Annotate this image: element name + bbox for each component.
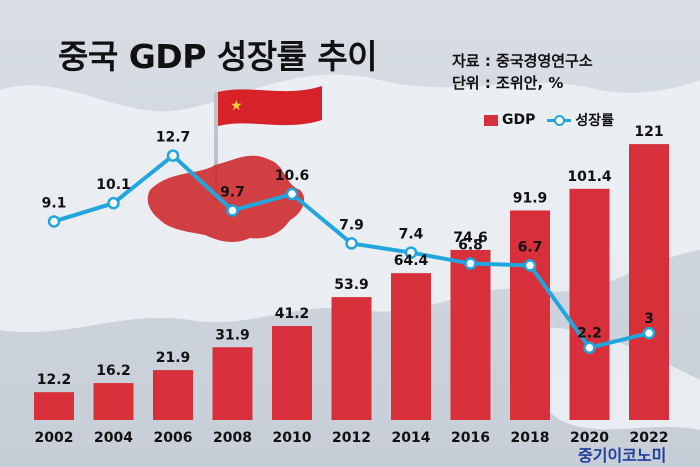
gdp-value-label-2012: 53.9	[334, 277, 369, 293]
x-tick-label-2004: 2004	[94, 430, 133, 446]
gdp-value-label-2016: 74.6	[453, 230, 488, 246]
growth-point-2002	[47, 215, 61, 228]
growth-value-label-2016: 6.8	[458, 238, 483, 254]
x-tick-label-2018: 2018	[511, 430, 550, 446]
growth-point-2022	[642, 326, 656, 340]
x-tick-label-2014: 2014	[392, 430, 431, 446]
growth-value-label-2002: 9.1	[42, 195, 67, 211]
chart-title: 중국 GDP 성장률 추이	[58, 37, 378, 76]
growth-value-label-2018: 6.7	[518, 239, 543, 255]
source-line: 자료 : 중국경영연구소	[452, 52, 593, 70]
growth-value-label-2014: 7.4	[399, 227, 424, 243]
growth-point-2018	[523, 259, 537, 272]
brand-logo: 중기이코노미	[578, 446, 667, 465]
gdp-bar-2012	[331, 297, 372, 420]
legend-gdp-swatch	[484, 114, 498, 126]
gdp-value-label-2022: 121	[634, 124, 663, 140]
x-tick-label-2016: 2016	[451, 430, 490, 446]
x-tick-label-2006: 2006	[154, 430, 193, 446]
gdp-bar-2002	[34, 392, 74, 420]
growth-value-label-2022: 3	[644, 311, 654, 327]
gdp-bar-2020	[569, 188, 610, 420]
growth-value-label-2008: 9.7	[220, 184, 245, 200]
growth-point-2016	[464, 257, 477, 270]
growth-point-2004	[107, 196, 120, 210]
growth-value-label-2010: 10.6	[275, 168, 310, 184]
gdp-value-label-2014: 64.4	[394, 253, 429, 269]
x-tick-label-2020: 2020	[570, 430, 609, 446]
gdp-bar-2014	[391, 273, 431, 420]
svg-text:★: ★	[230, 98, 243, 114]
gdp-bar-2022	[629, 144, 669, 420]
growth-point-2012	[345, 237, 358, 250]
x-tick-label-2002: 2002	[35, 430, 74, 446]
growth-point-2020	[583, 341, 596, 354]
gdp-bar-2016	[450, 249, 491, 420]
gdp-bar-2006	[153, 370, 193, 420]
growth-point-2008	[226, 204, 239, 217]
gdp-value-label-2010: 41.2	[275, 306, 310, 322]
gdp-bar-2018	[510, 210, 550, 420]
gdp-value-label-2008: 31.9	[215, 327, 250, 343]
china-map-shape	[147, 155, 305, 242]
growth-value-label-2012: 7.9	[339, 217, 364, 233]
x-tick-label-2012: 2012	[332, 430, 371, 446]
gdp-value-label-2018: 91.9	[513, 190, 548, 206]
gdp-bar-2004	[93, 383, 134, 420]
growth-point-2014	[404, 246, 418, 259]
source-note: 자료 : 중국경영연구소 단위 : 조위안, %	[452, 50, 593, 94]
gdp-bar-2010	[272, 326, 312, 420]
legend-growth-swatch	[547, 114, 572, 126]
gdp-value-label-2006: 21.9	[156, 350, 191, 366]
gdp-value-label-2004: 16.2	[96, 363, 131, 379]
growth-point-2006	[166, 149, 180, 162]
gdp-value-label-2002: 12.2	[37, 372, 72, 388]
gdp-value-label-2020: 101.4	[567, 169, 612, 185]
legend-gdp-label: GDP	[502, 112, 536, 128]
growth-value-label-2006: 12.7	[156, 130, 191, 146]
growth-value-label-2020: 2.2	[577, 326, 602, 342]
x-tick-label-2010: 2010	[273, 430, 312, 446]
growth-point-2010	[285, 187, 299, 201]
legend: GDP 성장률	[484, 110, 614, 130]
china-flag-icon: ★	[214, 86, 322, 202]
unit-line: 단위 : 조위안, %	[452, 74, 564, 92]
x-tick-label-2008: 2008	[213, 430, 252, 446]
gdp-bar-2008	[212, 347, 253, 420]
legend-growth-label: 성장률	[575, 113, 615, 129]
growth-value-label-2004: 10.1	[96, 177, 131, 193]
x-tick-label-2022: 2022	[630, 430, 669, 446]
